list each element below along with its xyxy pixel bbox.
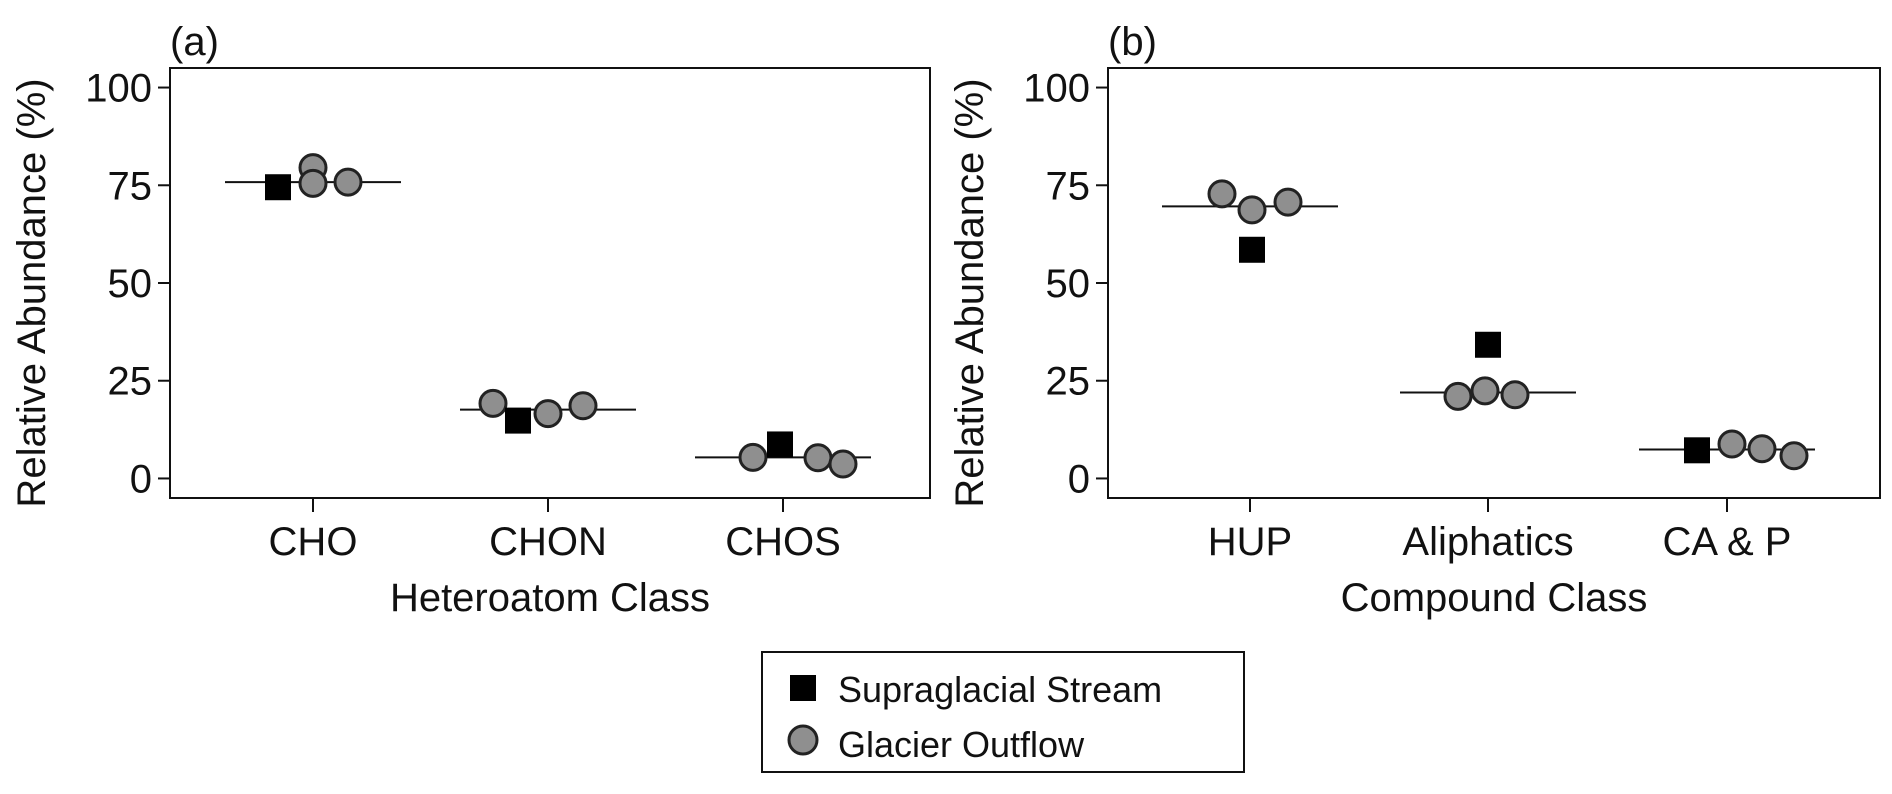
legend: Supraglacial Stream Glacier Outflow — [761, 651, 1245, 773]
supraglacial-stream-point-chon — [505, 407, 531, 434]
panel-a-label: (a) — [170, 20, 219, 64]
y-tick-label: 75 — [1046, 164, 1091, 208]
panel-a-y-axis-label: Relative Abundance (%) — [10, 78, 54, 507]
panel-a-marks — [225, 153, 871, 479]
y-tick-label: 0 — [130, 457, 152, 501]
y-tick-label: 100 — [1023, 67, 1090, 111]
x-tick-label-ca-p: CA & P — [1663, 520, 1792, 564]
y-tick-label: 25 — [1046, 360, 1091, 404]
glacier-outflow-point-chon — [533, 399, 563, 429]
x-tick-label-chon: CHON — [489, 520, 607, 564]
glacier-outflow-point-ca-p — [1779, 441, 1809, 471]
legend-label-glacier-outflow: Glacier Outflow — [838, 724, 1085, 765]
glacier-outflow-point-hup — [1237, 195, 1267, 225]
panel-a-x-axis: CHO CHON CHOS — [269, 498, 841, 564]
y-tick-label: 100 — [85, 67, 152, 111]
supraglacial-stream-point-ca-p — [1684, 437, 1710, 464]
glacier-outflow-point-cho — [333, 167, 363, 197]
x-tick-label-chos: CHOS — [725, 520, 841, 564]
legend-circle-marker — [787, 724, 819, 756]
panel-b-y-axis: 0 25 50 75 100 — [1023, 67, 1108, 501]
glacier-outflow-point-aliphatics — [1443, 381, 1473, 411]
x-tick-label-hup: HUP — [1208, 520, 1292, 564]
panel-b-label: (b) — [1108, 20, 1157, 64]
x-tick-label-cho: CHO — [269, 520, 358, 564]
glacier-outflow-point-hup — [1273, 187, 1303, 217]
legend-label-supraglacial-stream: Supraglacial Stream — [838, 669, 1162, 710]
glacier-outflow-point-hup — [1207, 179, 1237, 209]
panel-b-x-axis-label: Compound Class — [1341, 576, 1648, 620]
y-tick-label: 75 — [108, 164, 153, 208]
panel-b-y-axis-label: Relative Abundance (%) — [948, 78, 992, 507]
y-tick-label: 25 — [108, 360, 153, 404]
panel-b-frame — [1107, 67, 1881, 499]
panel-a: (a) 0 25 50 75 100 CHO CHON CHOS Relative Abun… — [10, 20, 931, 620]
legend-box — [761, 651, 1245, 773]
panel-a-x-axis-label: Heteroatom Class — [390, 576, 710, 620]
y-tick-label: 50 — [108, 262, 153, 306]
glacier-outflow-point-ca-p — [1717, 429, 1747, 459]
y-tick-label: 0 — [1068, 457, 1090, 501]
glacier-outflow-point-aliphatics — [1500, 380, 1530, 410]
supraglacial-stream-point-aliphatics — [1475, 331, 1501, 358]
panel-a-y-axis: 0 25 50 75 100 — [85, 67, 170, 501]
supraglacial-stream-point-cho — [265, 174, 291, 201]
supraglacial-stream-point-hup — [1239, 236, 1265, 263]
glacier-outflow-point-chon — [568, 391, 598, 421]
glacier-outflow-point-aliphatics — [1470, 376, 1500, 406]
glacier-outflow-point-chos — [803, 443, 833, 473]
glacier-outflow-point-chos — [828, 449, 858, 479]
glacier-outflow-point-cho — [298, 168, 328, 198]
x-tick-label-aliphatics: Aliphatics — [1402, 520, 1573, 564]
legend-square-marker — [790, 675, 816, 701]
supraglacial-stream-point-chos — [767, 431, 793, 458]
panel-a-frame — [169, 67, 931, 499]
panel-b: (b) 0 25 50 75 100 HUP Aliphatics CA & P Relat… — [948, 20, 1881, 620]
panel-b-marks — [1162, 179, 1815, 471]
panel-b-x-axis: HUP Aliphatics CA & P — [1208, 498, 1792, 564]
glacier-outflow-point-ca-p — [1747, 434, 1777, 464]
glacier-outflow-point-chos — [738, 442, 768, 472]
y-tick-label: 50 — [1046, 262, 1091, 306]
glacier-outflow-point-chon — [478, 388, 508, 418]
